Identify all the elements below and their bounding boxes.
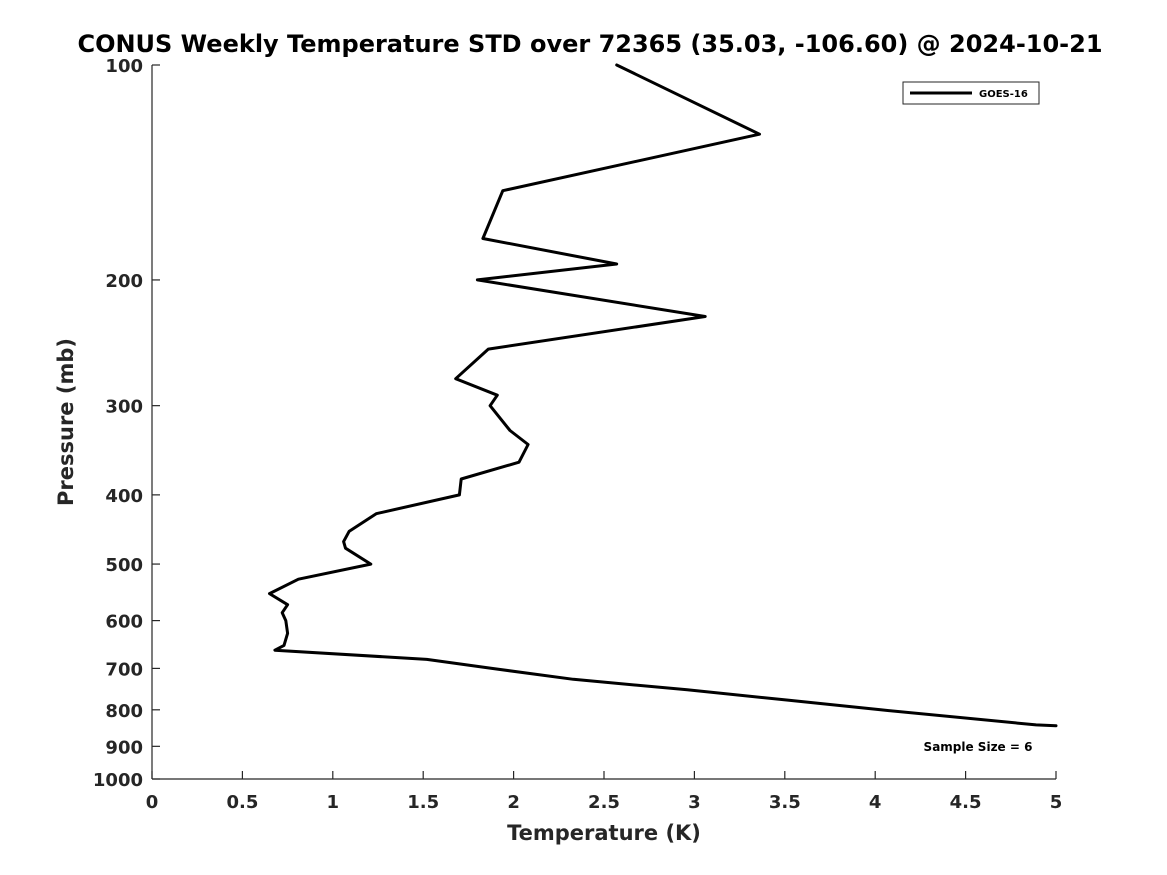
y-axis-ticks: 100 200 300 400 500 600 700 800 900 1000 — [93, 56, 160, 791]
plot-area — [152, 65, 1056, 779]
legend: GOES-16 — [902, 81, 1040, 105]
y-tick-label: 100 — [105, 56, 143, 77]
x-tick-label: 1 — [327, 792, 340, 813]
x-tick-label: 4.5 — [950, 792, 982, 813]
sample-size-annotation: Sample Size = 6 — [924, 740, 1033, 754]
y-tick-label: 900 — [105, 737, 143, 758]
y-tick-label: 200 — [105, 271, 143, 292]
y-tick-label: 700 — [105, 659, 143, 680]
x-tick-label: 4 — [869, 792, 882, 813]
y-tick-label: 600 — [105, 612, 143, 633]
x-tick-label: 0 — [146, 792, 159, 813]
y-tick-label: 300 — [105, 397, 143, 418]
legend-entry-goes-16: GOES-16 — [979, 89, 1028, 100]
y-tick-label: 400 — [105, 486, 143, 507]
series-line-goes-16 — [268, 63, 1058, 728]
x-tick-label: 2 — [507, 792, 520, 813]
y-tick-label: 1000 — [93, 770, 143, 791]
y-tick-label: 500 — [105, 555, 143, 576]
x-tick-label: 3 — [688, 792, 701, 813]
series-group — [268, 63, 1058, 728]
y-axis-label: Pressure (mb) — [54, 338, 78, 506]
x-tick-label: 0.5 — [226, 792, 258, 813]
x-tick-label: 2.5 — [588, 792, 620, 813]
x-tick-label: 3.5 — [769, 792, 801, 813]
x-tick-label: 5 — [1050, 792, 1063, 813]
x-axis-ticks: 0 0.5 1 1.5 2 2.5 3 3.5 4 4.5 5 — [146, 771, 1063, 813]
chart-title: CONUS Weekly Temperature STD over 72365 … — [77, 30, 1102, 58]
y-tick-label: 800 — [105, 701, 143, 722]
x-axis-label: Temperature (K) — [507, 821, 701, 845]
x-tick-label: 1.5 — [407, 792, 439, 813]
